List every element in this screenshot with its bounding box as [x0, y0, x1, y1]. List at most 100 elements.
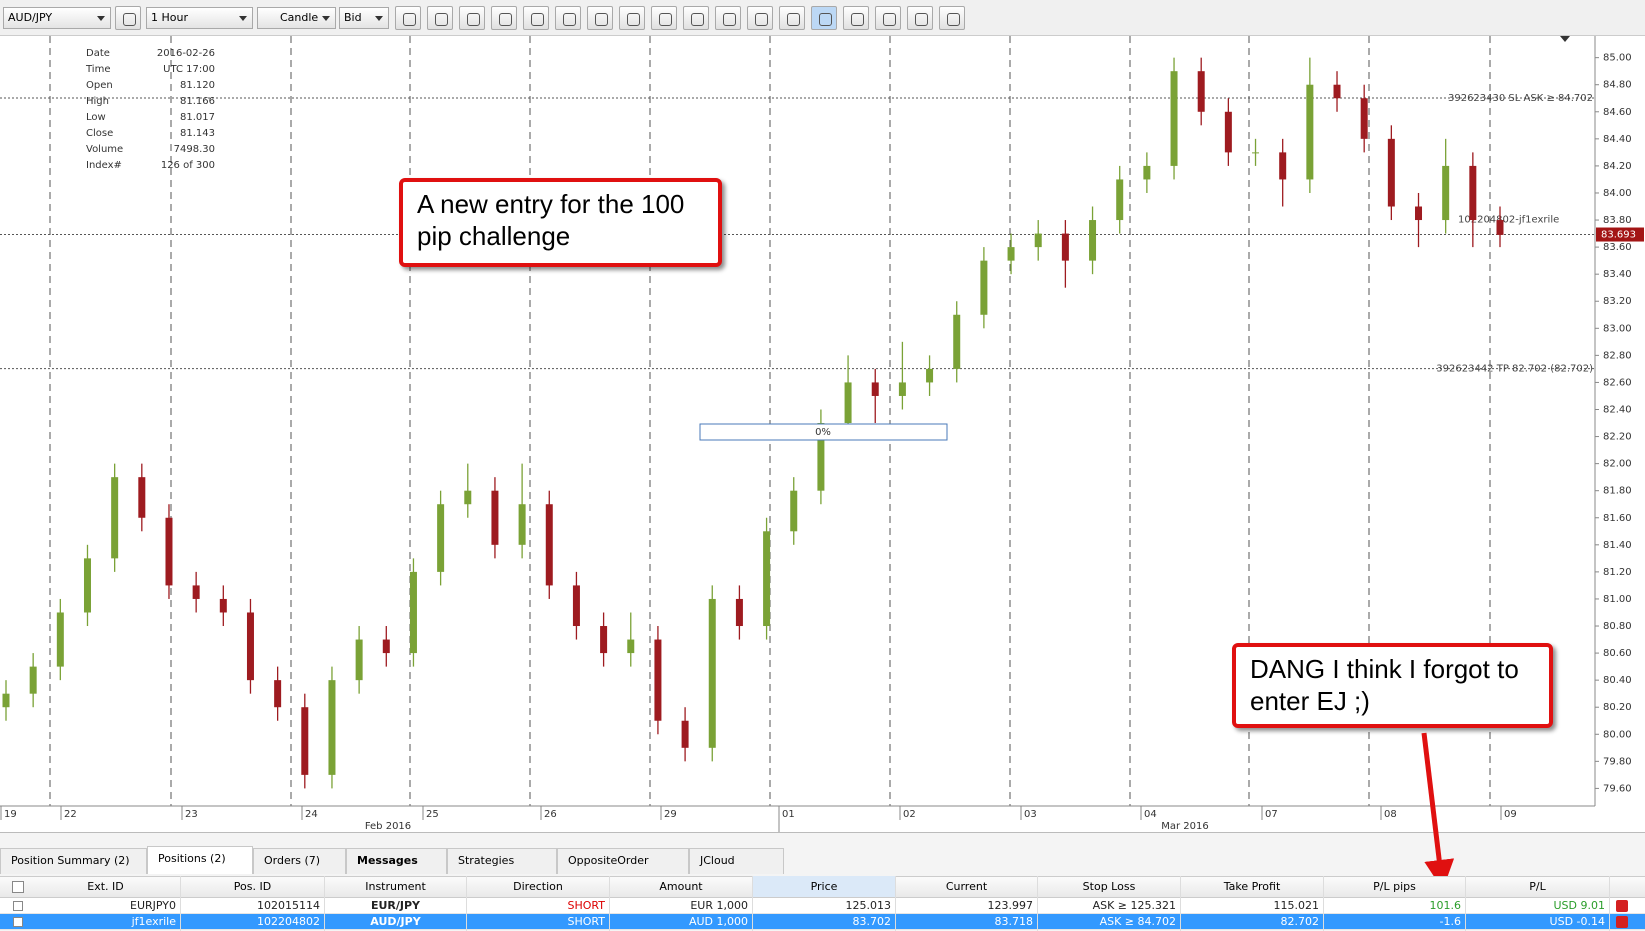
table-cell: 102204802 — [181, 911, 325, 931]
table-cell: 101.6 — [1324, 895, 1466, 916]
x-tick-label: 26 — [544, 809, 557, 820]
y-tick-label: 80.80 — [1603, 621, 1632, 632]
table-row[interactable] — [0, 898, 1645, 914]
candle-body — [600, 626, 608, 654]
progress-bar — [699, 423, 948, 441]
column-header: Take Profit — [1181, 876, 1324, 897]
candle-body — [1469, 165, 1477, 221]
column-header: Amount — [610, 876, 753, 897]
tool-button[interactable] — [779, 6, 805, 30]
y-tick-label: 82.80 — [1603, 350, 1632, 361]
tool-button[interactable] — [811, 6, 837, 30]
instrument-select[interactable]: AUD/JPY — [3, 7, 111, 29]
candle-body — [355, 639, 363, 681]
price-axis — [1595, 36, 1645, 806]
tool-button[interactable] — [683, 6, 709, 30]
info-label: High — [86, 96, 109, 107]
candle-body — [980, 260, 988, 315]
tool-button[interactable] — [619, 6, 645, 30]
y-tick-label: 83.20 — [1603, 296, 1632, 307]
candle-body — [328, 680, 336, 775]
info-value: 81.166 — [180, 96, 215, 107]
tab[interactable]: JCloud — [689, 848, 784, 874]
candle-body — [409, 571, 417, 654]
candle-body — [735, 598, 743, 627]
table-cell: ASK ≥ 84.702 — [1038, 911, 1181, 931]
close-button[interactable] — [1616, 916, 1628, 928]
tool-button[interactable] — [523, 6, 549, 30]
candle-body — [274, 680, 282, 708]
x-tick-label: 04 — [1144, 809, 1157, 820]
tool-button[interactable] — [395, 6, 421, 30]
info-value: 81.143 — [180, 128, 215, 139]
tab[interactable]: Positions (2) — [147, 846, 253, 874]
y-tick-label: 81.80 — [1603, 486, 1632, 497]
column-header: Ext. ID — [31, 876, 181, 897]
candle-body — [898, 382, 906, 396]
table-cell: EUR/JPY — [325, 895, 467, 916]
y-tick-label: 82.40 — [1603, 404, 1632, 415]
table-cell: ASK ≥ 125.321 — [1038, 895, 1181, 916]
tool-button[interactable] — [907, 6, 933, 30]
table-cell: 115.021 — [1181, 895, 1324, 916]
candle-body — [1442, 165, 1450, 221]
table-cell: AUD 1,000 — [610, 911, 753, 931]
y-tick-label: 82.20 — [1603, 432, 1632, 443]
tool-button[interactable] — [939, 6, 965, 30]
candle-body — [953, 314, 961, 369]
tab[interactable]: Orders (7) — [253, 848, 346, 874]
table-cell: 82.702 — [1181, 911, 1324, 931]
period-select[interactable]: 1 Hour — [146, 7, 253, 29]
checkbox[interactable] — [13, 901, 23, 911]
chart-type-select[interactable]: Candle — [257, 7, 336, 29]
tool-button[interactable] — [491, 6, 517, 30]
tab[interactable]: Position Summary (2) — [0, 848, 147, 874]
candle-body — [1224, 111, 1232, 153]
tab[interactable]: OppositeOrder — [557, 848, 689, 874]
table-cell: EURJPY0 — [31, 895, 181, 916]
tab[interactable]: Strategies — [447, 848, 557, 874]
tool-button[interactable] — [747, 6, 773, 30]
column-header: Current — [896, 876, 1038, 897]
candle-body — [111, 477, 119, 559]
checkbox[interactable] — [13, 917, 23, 927]
tool-button[interactable] — [459, 6, 485, 30]
table-cell: AUD/JPY — [325, 911, 467, 931]
candle-body — [382, 639, 390, 654]
tool-button[interactable] — [115, 6, 141, 30]
candle-body — [681, 720, 689, 748]
y-tick-label: 81.20 — [1603, 567, 1632, 578]
tool-button[interactable] — [715, 6, 741, 30]
table-cell: 102015114 — [181, 895, 325, 916]
candle-body — [1360, 98, 1368, 139]
y-tick-label: 83.80 — [1603, 215, 1632, 226]
candle-body — [627, 639, 635, 654]
info-value: 7498.30 — [174, 144, 215, 155]
tool-button[interactable] — [651, 6, 677, 30]
tool-button[interactable] — [587, 6, 613, 30]
tool-button[interactable] — [843, 6, 869, 30]
tool-button[interactable] — [427, 6, 453, 30]
progress-label: 0% — [815, 427, 831, 438]
tool-button[interactable] — [555, 6, 581, 30]
info-label: Date — [86, 48, 110, 59]
side-select[interactable]: Bid — [339, 7, 389, 29]
tab[interactable]: Messages — [346, 848, 447, 874]
candle-body — [871, 382, 879, 396]
y-tick-label: 83.00 — [1603, 323, 1632, 334]
candle-body — [437, 504, 445, 572]
close-button[interactable] — [1616, 900, 1628, 912]
y-tick-label: 84.00 — [1603, 188, 1632, 199]
level-label: 392623430 SL ASK ≥ 84.702 — [1448, 93, 1593, 104]
tool-button[interactable] — [875, 6, 901, 30]
y-tick-label: 82.60 — [1603, 377, 1632, 388]
month-label: Mar 2016 — [1161, 821, 1209, 832]
info-value: UTC 17:00 — [163, 64, 215, 75]
column-header: Stop Loss — [1038, 876, 1181, 897]
price-tag — [1596, 227, 1644, 242]
table-row[interactable] — [0, 914, 1645, 930]
y-tick-label: 79.60 — [1603, 783, 1632, 794]
checkbox[interactable] — [12, 881, 24, 893]
